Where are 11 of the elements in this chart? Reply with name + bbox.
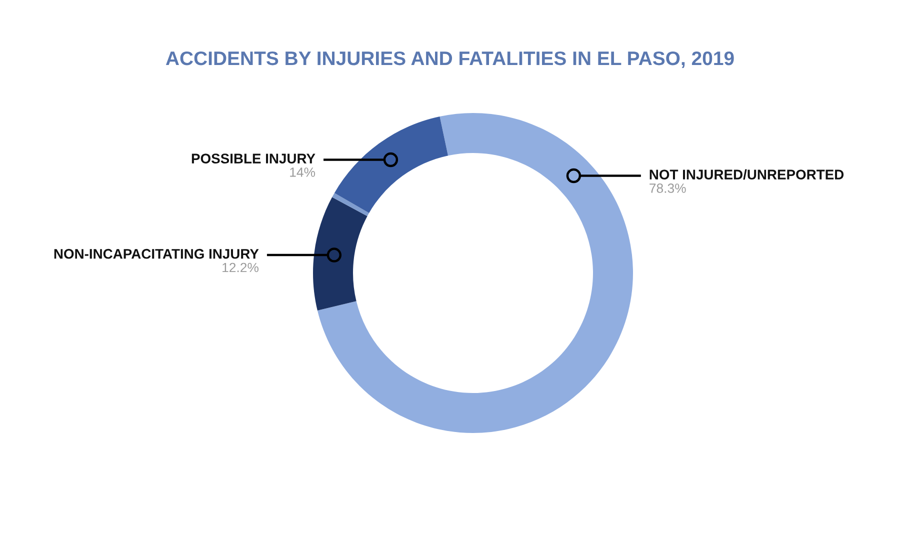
donut-slice: [317, 113, 633, 433]
donut-slice: [332, 193, 370, 216]
data-label: 78.3%: [650, 184, 686, 193]
slice-label: NOT INJURED/UNREPORTED: [650, 169, 844, 180]
data-label: 14%: [290, 168, 316, 177]
chart-title: ACCIDENTS BY INJURIES AND FATALITIES IN EL PASO, 2019: [166, 51, 734, 68]
donut-slice: [313, 197, 368, 310]
donut-slice: [334, 116, 448, 213]
data-label: 12.2%: [222, 262, 258, 272]
slice-label: POSSIBLE INJURY: [192, 154, 316, 164]
slice-label: NON-INCAPACITATING INJURY: [54, 248, 259, 259]
